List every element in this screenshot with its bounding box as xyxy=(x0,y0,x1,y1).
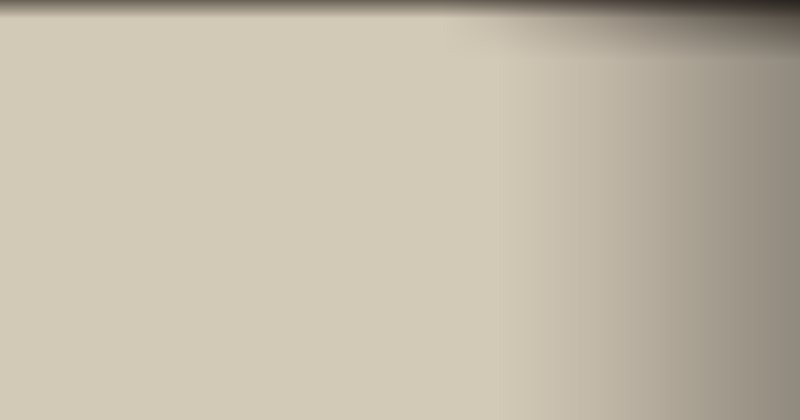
Text: Electrophoresis gel read – smallest fragments moved the furthest away from the g: Electrophoresis gel read – smallest frag… xyxy=(108,134,782,149)
Text: 6: 6 xyxy=(55,325,65,339)
Text: Gel placed in the electrophoresis chamber: Gel placed in the electrophoresis chambe… xyxy=(108,362,419,377)
Text: 4: 4 xyxy=(55,287,65,301)
Text: 5: 5 xyxy=(55,173,65,187)
Text: 1: 1 xyxy=(55,97,65,111)
Text: Agarose gel prepared: Agarose gel prepared xyxy=(108,96,266,111)
Text: 30 minutes to 1-hour passes: 30 minutes to 1-hour passes xyxy=(108,210,318,225)
Text: DNA travels through the gel: DNA travels through the gel xyxy=(108,58,314,73)
Text: 9: 9 xyxy=(55,135,65,149)
Text: 2: 2 xyxy=(55,363,65,377)
Text: Gel covered with buffer solution: Gel covered with buffer solution xyxy=(108,248,343,263)
Text: 8: 8 xyxy=(55,211,65,225)
Text: Electrodes attached and electrophoresis chamber turned on: Electrodes attached and electrophoresis … xyxy=(108,324,550,339)
Text: 5.   Number the steps of completing Gel Electrophoresis in order.: 5. Number the steps of completing Gel El… xyxy=(28,45,567,60)
Text: Mixtures of different sized DNA fragments are loaded into wells in the gel using: Mixtures of different sized DNA fragment… xyxy=(108,172,762,187)
Text: 3: 3 xyxy=(55,249,65,263)
Text: 7: 7 xyxy=(55,59,65,73)
Text: DNA samples mixed with dye (or radioactive probes attached): DNA samples mixed with dye (or radioacti… xyxy=(108,286,564,301)
